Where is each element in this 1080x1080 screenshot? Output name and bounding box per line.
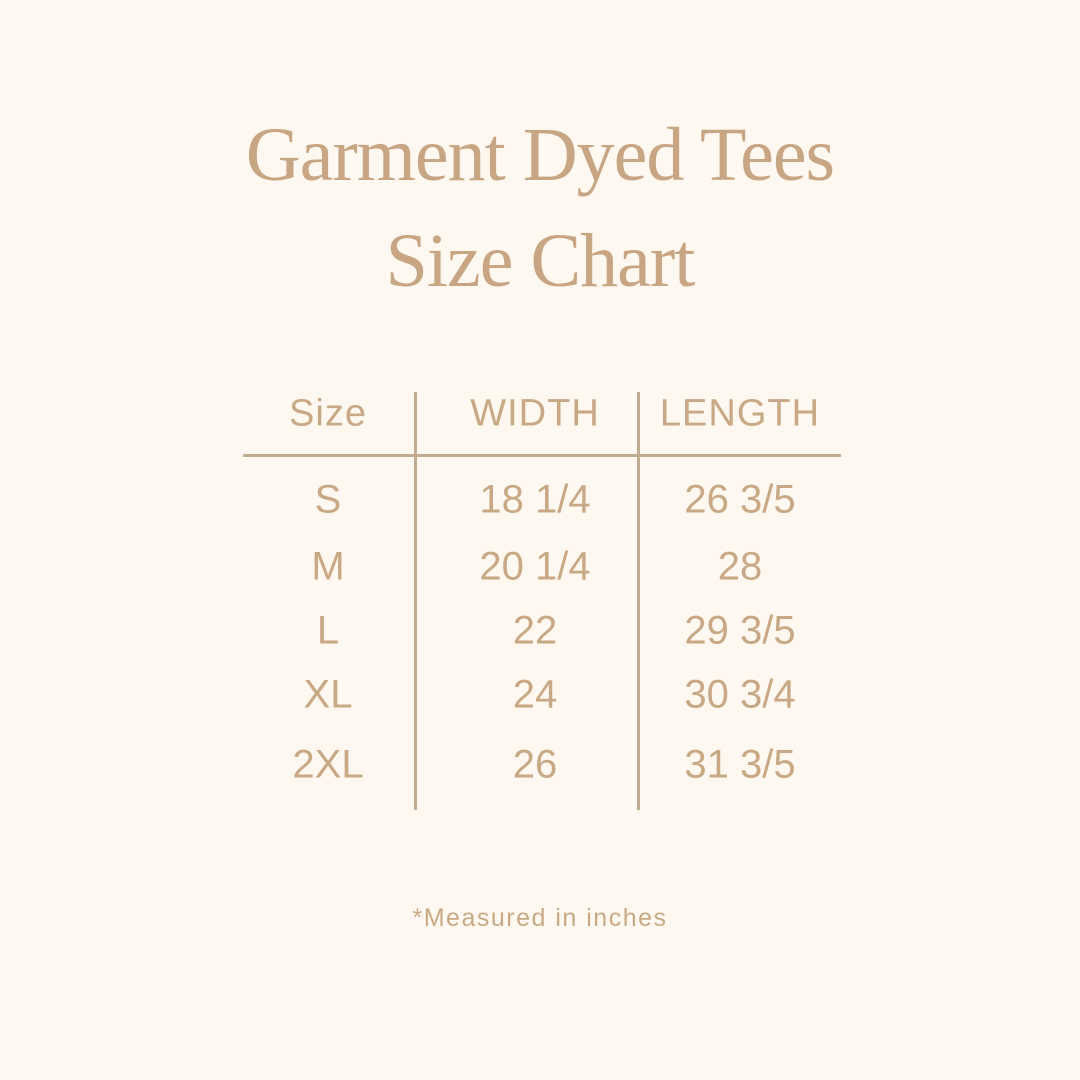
header-width: WIDTH: [470, 392, 600, 435]
width-cell: 24: [512, 672, 558, 717]
size-cell: L: [316, 608, 340, 653]
length-cell: 31 3/5: [684, 742, 796, 787]
length-cell: 29 3/5: [684, 608, 796, 653]
title-line-2: Size Chart: [385, 219, 696, 303]
length-cell: 28: [717, 544, 763, 589]
column-divider: [637, 392, 640, 810]
title-line-1: Garment Dyed Tees: [245, 113, 835, 197]
size-cell: M: [311, 544, 345, 589]
measurement-note: *Measured in inches: [412, 904, 668, 932]
width-cell: 22: [512, 608, 558, 653]
header-length: LENGTH: [659, 392, 821, 435]
size-cell: XL: [303, 672, 353, 717]
length-cell: 26 3/5: [684, 477, 796, 522]
column-divider: [414, 392, 417, 810]
header-divider: [243, 454, 841, 457]
width-cell: 18 1/4: [479, 477, 591, 522]
header-size: Size: [289, 392, 367, 435]
width-cell: 20 1/4: [479, 544, 591, 589]
length-cell: 30 3/4: [684, 672, 796, 717]
size-cell: 2XL: [292, 742, 364, 787]
size-cell: S: [314, 477, 342, 522]
width-cell: 26: [512, 742, 558, 787]
